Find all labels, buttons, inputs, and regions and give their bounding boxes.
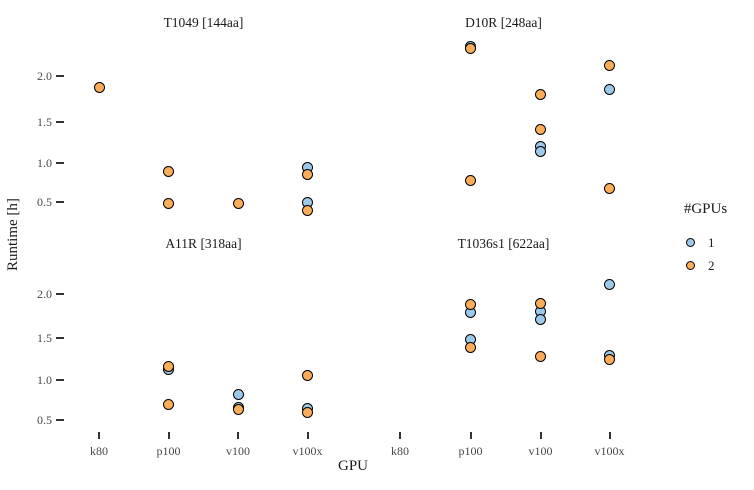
x-tick-label: v100	[528, 444, 553, 458]
x-tick-mark	[98, 432, 100, 439]
y-tick-mark	[56, 337, 64, 340]
y-tick-mark	[56, 379, 64, 381]
x-axis-title: GPU	[337, 458, 368, 474]
data-point	[232, 388, 244, 400]
facet-title-t1049: T1049 [144aa]	[163, 15, 244, 30]
data-point	[302, 169, 313, 181]
facet-title-t1036s1: T1036s1 [622aa]	[457, 236, 550, 251]
facet-title-d10r: D10R [248aa]	[465, 15, 542, 30]
legend: #GPUs 1 2	[657, 201, 754, 279]
x-tick-label: v100	[226, 444, 250, 458]
data-point	[302, 370, 313, 382]
y-tick-mark	[56, 120, 64, 123]
legend-item-2gpu: 2	[686, 259, 715, 272]
data-point	[535, 89, 546, 101]
y-tick-label: 0.5	[37, 413, 52, 427]
data-point	[163, 166, 174, 178]
x-tick-mark	[469, 432, 472, 439]
data-point	[163, 361, 174, 373]
data-point	[163, 198, 174, 210]
data-point	[604, 278, 615, 290]
data-point	[93, 82, 105, 93]
x-tick-mark	[167, 432, 170, 439]
data-point	[535, 314, 546, 326]
data-point	[465, 174, 476, 186]
data-point	[302, 205, 313, 217]
y-tick-label: 2.0	[37, 68, 52, 83]
data-point	[465, 299, 476, 311]
y-tick-label: 2.0	[37, 287, 52, 301]
x-tick-mark	[399, 432, 401, 439]
facet-title-a11r: A11R [318aa]	[165, 236, 242, 251]
x-tick-mark	[539, 432, 542, 439]
x-tick-mark	[608, 432, 611, 439]
x-tick-label: p100	[458, 444, 483, 458]
x-tick-mark	[306, 432, 309, 439]
y-tick-label: 1.5	[37, 114, 52, 129]
y-tick-mark	[56, 200, 64, 203]
data-point	[465, 43, 476, 55]
data-point	[535, 298, 546, 310]
data-point	[604, 59, 615, 71]
y-tick-mark	[56, 74, 64, 77]
legend-label-2gpu: 2	[708, 258, 715, 273]
x-tick-label: k80	[90, 444, 108, 458]
legend-title: #GPUs	[683, 201, 728, 217]
data-point	[535, 351, 546, 363]
y-tick-mark	[56, 162, 64, 165]
data-point	[604, 83, 615, 95]
data-point	[232, 197, 244, 209]
data-point	[302, 407, 313, 419]
x-tick-label: v100x	[292, 444, 323, 458]
x-tick-label: k80	[391, 444, 409, 458]
x-tick-label: v100x	[594, 444, 625, 458]
data-point	[465, 341, 476, 353]
y-tick-label: 1.5	[37, 331, 52, 346]
y-tick-label: 1.0	[37, 373, 52, 387]
data-point	[535, 123, 546, 135]
legend-swatch-1gpu-icon	[686, 238, 695, 247]
y-tick-mark	[56, 419, 64, 421]
legend-swatch-2gpu-icon	[686, 261, 695, 270]
x-tick-mark	[237, 432, 239, 439]
legend-item-1gpu: 1	[686, 236, 715, 249]
data-point	[163, 399, 174, 411]
y-tick-label: 0.5	[37, 194, 52, 209]
y-tick-mark	[56, 293, 64, 295]
data-point	[604, 183, 615, 194]
y-tick-label: 1.0	[37, 156, 52, 171]
data-point	[535, 146, 546, 158]
data-point	[232, 404, 244, 416]
legend-label-1gpu: 1	[708, 235, 715, 250]
x-tick-label: p100	[156, 444, 181, 458]
data-point	[604, 353, 615, 365]
